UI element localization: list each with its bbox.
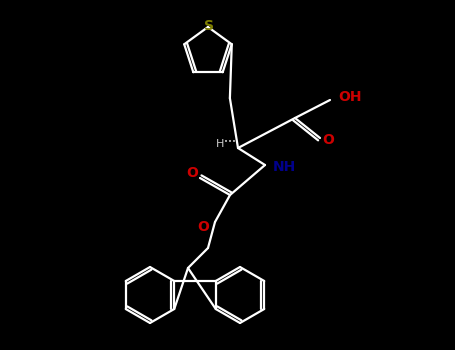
Text: O: O bbox=[322, 133, 334, 147]
Text: O: O bbox=[186, 166, 198, 180]
Text: O: O bbox=[197, 220, 209, 234]
Text: NH: NH bbox=[273, 160, 296, 174]
Text: •••: ••• bbox=[224, 139, 236, 145]
Text: H: H bbox=[216, 139, 224, 149]
Text: OH: OH bbox=[338, 90, 362, 104]
Text: S: S bbox=[204, 19, 214, 33]
